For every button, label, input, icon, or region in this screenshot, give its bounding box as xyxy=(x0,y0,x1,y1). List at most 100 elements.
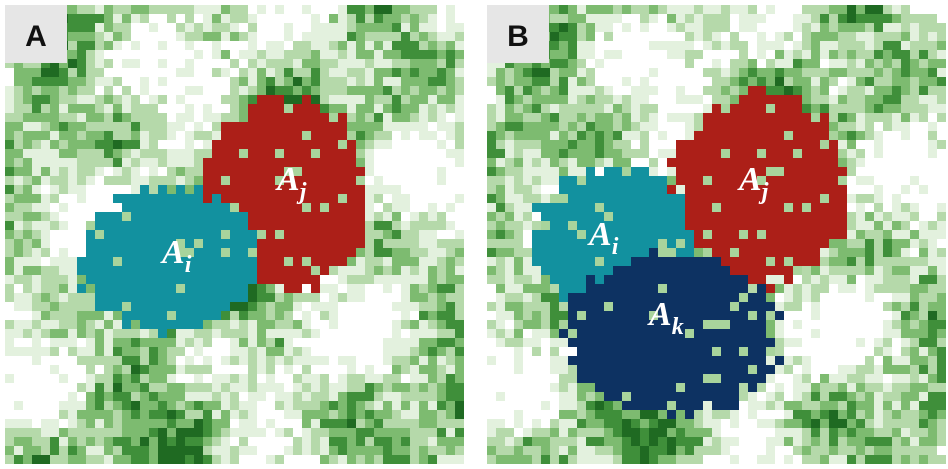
map-cell xyxy=(667,23,676,32)
map-cell xyxy=(874,194,883,203)
map-cell xyxy=(239,338,248,347)
map-cell xyxy=(77,5,86,14)
map-cell xyxy=(419,320,428,329)
map-cell xyxy=(50,338,59,347)
map-cell xyxy=(248,284,257,293)
map-cell xyxy=(176,311,185,320)
map-cell xyxy=(419,122,428,131)
map-cell xyxy=(455,275,464,284)
map-cell xyxy=(712,437,721,446)
map-cell xyxy=(631,176,640,185)
map-cell xyxy=(613,410,622,419)
map-cell xyxy=(149,131,158,140)
map-cell xyxy=(937,455,946,464)
map-cell xyxy=(239,167,248,176)
map-cell xyxy=(649,113,658,122)
map-cell xyxy=(338,401,347,410)
map-cell xyxy=(847,284,856,293)
map-cell xyxy=(248,221,257,230)
map-cell xyxy=(212,149,221,158)
map-cell xyxy=(320,41,329,50)
map-cell xyxy=(257,113,266,122)
map-cell xyxy=(712,68,721,77)
map-cell xyxy=(32,428,41,437)
map-cell xyxy=(694,167,703,176)
map-cell xyxy=(793,23,802,32)
map-cell xyxy=(194,221,203,230)
map-cell xyxy=(937,95,946,104)
map-cell xyxy=(685,410,694,419)
map-cell xyxy=(910,14,919,23)
map-cell xyxy=(856,5,865,14)
map-cell xyxy=(311,131,320,140)
map-cell xyxy=(541,194,550,203)
map-cell xyxy=(685,329,694,338)
map-cell xyxy=(23,347,32,356)
map-cell xyxy=(739,23,748,32)
map-cell xyxy=(694,14,703,23)
map-cell xyxy=(658,392,667,401)
map-cell xyxy=(68,158,77,167)
map-cell xyxy=(595,59,604,68)
map-cell xyxy=(910,113,919,122)
map-cell xyxy=(248,104,257,113)
map-cell xyxy=(77,347,86,356)
map-cell xyxy=(712,356,721,365)
map-cell xyxy=(586,302,595,311)
map-cell xyxy=(230,212,239,221)
map-cell xyxy=(550,77,559,86)
map-cell xyxy=(712,374,721,383)
map-cell xyxy=(829,392,838,401)
map-cell xyxy=(383,14,392,23)
map-cell xyxy=(739,392,748,401)
map-cell xyxy=(721,149,730,158)
map-cell xyxy=(221,419,230,428)
map-cell xyxy=(658,284,667,293)
map-cell xyxy=(829,113,838,122)
map-cell xyxy=(676,410,685,419)
map-cell xyxy=(419,5,428,14)
map-cell xyxy=(437,266,446,275)
map-cell xyxy=(158,320,167,329)
map-cell xyxy=(604,365,613,374)
map-cell xyxy=(86,356,95,365)
map-cell xyxy=(784,68,793,77)
map-cell xyxy=(5,455,14,464)
map-cell xyxy=(910,41,919,50)
map-cell xyxy=(811,401,820,410)
map-cell xyxy=(347,383,356,392)
map-cell xyxy=(113,410,122,419)
map-cell xyxy=(167,401,176,410)
map-cell xyxy=(356,212,365,221)
map-cell xyxy=(104,221,113,230)
map-cell xyxy=(338,59,347,68)
map-cell xyxy=(320,401,329,410)
map-cell xyxy=(901,320,910,329)
map-cell xyxy=(347,401,356,410)
map-cell xyxy=(104,248,113,257)
map-cell xyxy=(703,248,712,257)
map-cell xyxy=(365,437,374,446)
map-cell xyxy=(446,59,455,68)
map-cell xyxy=(167,347,176,356)
map-cell xyxy=(410,293,419,302)
map-cell xyxy=(248,122,257,131)
map-cell xyxy=(347,149,356,158)
map-cell xyxy=(748,320,757,329)
map-cell xyxy=(586,455,595,464)
map-cell xyxy=(568,311,577,320)
map-cell xyxy=(311,176,320,185)
map-cell xyxy=(131,140,140,149)
map-cell xyxy=(149,365,158,374)
map-cell xyxy=(239,428,248,437)
map-cell xyxy=(838,68,847,77)
map-cell xyxy=(523,95,532,104)
map-cell xyxy=(676,212,685,221)
map-cell xyxy=(158,392,167,401)
map-cell xyxy=(550,212,559,221)
map-cell xyxy=(203,185,212,194)
map-cell xyxy=(712,257,721,266)
map-cell xyxy=(203,329,212,338)
map-cell xyxy=(622,329,631,338)
map-cell xyxy=(901,311,910,320)
